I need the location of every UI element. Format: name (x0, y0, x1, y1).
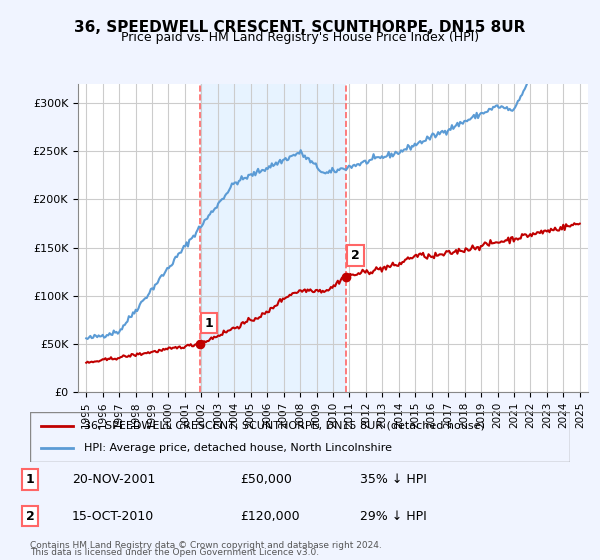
Text: 35% ↓ HPI: 35% ↓ HPI (360, 473, 427, 486)
Text: 29% ↓ HPI: 29% ↓ HPI (360, 510, 427, 522)
Text: 1: 1 (205, 316, 214, 329)
Text: 36, SPEEDWELL CRESCENT, SCUNTHORPE, DN15 8UR (detached house): 36, SPEEDWELL CRESCENT, SCUNTHORPE, DN15… (84, 421, 485, 431)
Text: 15-OCT-2010: 15-OCT-2010 (72, 510, 154, 522)
Text: £120,000: £120,000 (240, 510, 299, 522)
Text: 2: 2 (26, 510, 34, 522)
Text: 1: 1 (26, 473, 34, 486)
Bar (200, 84, 346, 392)
Text: HPI: Average price, detached house, North Lincolnshire: HPI: Average price, detached house, Nort… (84, 443, 392, 453)
Text: This data is licensed under the Open Government Licence v3.0.: This data is licensed under the Open Gov… (30, 548, 319, 557)
Text: 20-NOV-2001: 20-NOV-2001 (72, 473, 155, 486)
Text: Contains HM Land Registry data © Crown copyright and database right 2024.: Contains HM Land Registry data © Crown c… (30, 541, 382, 550)
Text: Price paid vs. HM Land Registry's House Price Index (HPI): Price paid vs. HM Land Registry's House … (121, 31, 479, 44)
Text: 36, SPEEDWELL CRESCENT, SCUNTHORPE, DN15 8UR: 36, SPEEDWELL CRESCENT, SCUNTHORPE, DN15… (74, 20, 526, 35)
Text: 2: 2 (351, 249, 360, 262)
Text: £50,000: £50,000 (240, 473, 292, 486)
